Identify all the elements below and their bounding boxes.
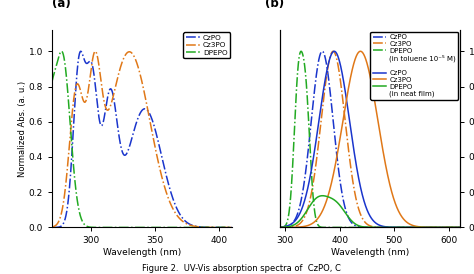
X-axis label: Wavelength (nm): Wavelength (nm) — [330, 248, 409, 257]
Legend: CzPO, Cz3PO, DPEPO: CzPO, Cz3PO, DPEPO — [183, 32, 230, 58]
Legend: CzPO, Cz3PO, DPEPO, (in toluene 10⁻⁵ M), , CzPO, Cz3PO, DPEPO, (in neat film): CzPO, Cz3PO, DPEPO, (in toluene 10⁻⁵ M),… — [370, 32, 458, 100]
X-axis label: Wavelength (nm): Wavelength (nm) — [103, 248, 182, 257]
Text: Figure 2.  UV-Vis absorption spectra of  CzPO, C: Figure 2. UV-Vis absorption spectra of C… — [142, 264, 341, 273]
Y-axis label: Normalized Abs. (a. u.): Normalized Abs. (a. u.) — [18, 81, 27, 177]
Text: (b): (b) — [265, 0, 284, 10]
Text: (a): (a) — [52, 0, 71, 10]
